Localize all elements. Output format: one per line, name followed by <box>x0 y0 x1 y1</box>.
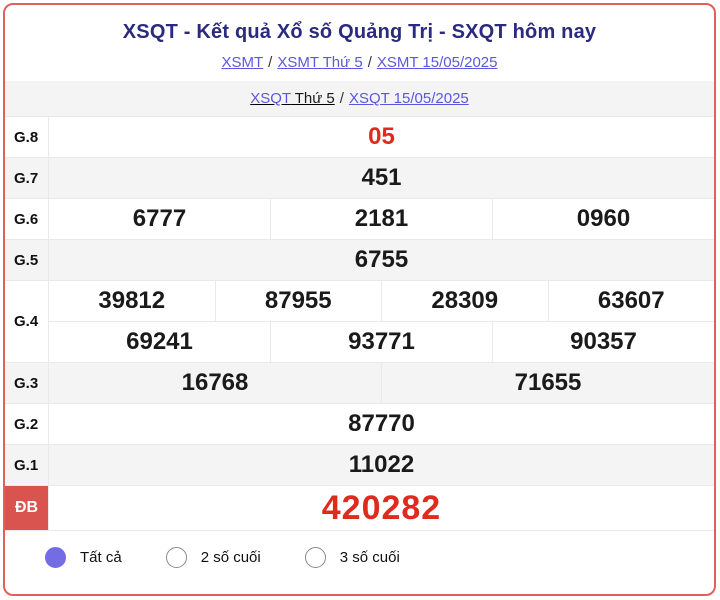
prize-row-g5: G.5 6755 <box>5 239 714 280</box>
prize-number: 28309 <box>381 281 548 321</box>
prize-number: 69241 <box>126 328 193 355</box>
filter-options: Tất cả 2 số cuối 3 số cuối <box>5 530 714 568</box>
prize-number: 90357 <box>492 322 714 362</box>
prize-values-g3: 16768 71655 <box>49 363 714 403</box>
prize-row-g7: G.7 451 <box>5 157 714 198</box>
breadcrumb-link-xsmt[interactable]: XSMT <box>221 54 264 71</box>
prize-row-db: ĐB 420282 <box>5 485 714 530</box>
prize-number: 6755 <box>354 246 409 273</box>
breadcrumb-separator: / <box>268 54 273 71</box>
prize-number: 63607 <box>547 281 715 321</box>
prize-label-db: ĐB <box>5 486 49 530</box>
prize-number: 39812 <box>98 287 166 314</box>
prize-number: 93771 <box>270 322 492 362</box>
prize-number: 87955 <box>214 281 382 321</box>
prize-label-g2: G.2 <box>5 404 49 444</box>
results-table: G.8 05 G.7 451 G.6 6777 2181 0960 G.5 6755 G.4 3981… <box>5 116 714 530</box>
breadcrumb-link-xsqt[interactable]: XSQT <box>250 90 291 107</box>
breadcrumb-link-xsmt-day[interactable]: XSMT Thứ 5 <box>277 54 363 71</box>
breadcrumb-link-xsqt-date[interactable]: XSQT 15/05/2025 <box>348 90 469 107</box>
radio-icon[interactable] <box>304 547 326 568</box>
filter-label: 3 số cuối <box>339 549 400 566</box>
filter-option-2[interactable]: 2 số cuối <box>165 547 261 568</box>
radio-icon[interactable] <box>165 547 187 568</box>
prize-value-line: 6777 2181 0960 <box>49 199 714 239</box>
filter-label: Tất cả <box>80 549 122 566</box>
prize-values-g6: 6777 2181 0960 <box>49 199 714 239</box>
prize-values-g5: 6755 <box>49 240 714 280</box>
prize-number: 87770 <box>348 410 415 437</box>
radio-selected-icon[interactable] <box>45 547 66 568</box>
prize-row-g6: G.6 6777 2181 0960 <box>5 198 714 239</box>
prize-label-g7: G.7 <box>5 158 49 198</box>
prize-value-line: 451 <box>49 158 714 198</box>
prize-label-g1: G.1 <box>5 445 49 485</box>
prize-values-g2: 87770 <box>49 404 714 444</box>
breadcrumb-day-suffix: Thứ 5 <box>290 90 335 107</box>
prize-number: 11022 <box>348 451 415 478</box>
prize-values-g4: 39812 87955 28309 63607 69241 93771 90357 <box>49 281 714 362</box>
breadcrumb-xsqt: XSQT Thứ 5/XSQT 15/05/2025 <box>5 81 714 116</box>
filter-option-3[interactable]: 3 số cuối <box>304 547 400 568</box>
prize-value-line: 420282 <box>49 486 714 530</box>
prize-label-g3: G.3 <box>5 363 49 403</box>
breadcrumb-link-xsqt-day[interactable]: XSQT Thứ 5 <box>250 90 335 107</box>
prize-label-g4: G.4 <box>5 281 49 362</box>
prize-number: 0960 <box>492 199 714 239</box>
prize-values-g8: 05 <box>49 117 714 157</box>
prize-row-g4: G.4 39812 87955 28309 63607 69241 93771 90357 <box>5 280 714 362</box>
prize-value-line: 39812 87955 28309 63607 <box>49 281 714 321</box>
prize-value-line: 87770 <box>49 404 714 444</box>
prize-number: 05 <box>368 123 395 150</box>
prize-number: 2181 <box>270 199 492 239</box>
prize-row-g8: G.8 05 <box>5 116 714 157</box>
prize-number: 71655 <box>381 363 714 403</box>
prize-row-g1: G.1 11022 <box>5 444 714 485</box>
prize-label-g8: G.8 <box>5 117 49 157</box>
prize-number: 451 <box>361 164 402 191</box>
prize-row-g2: G.2 87770 <box>5 403 714 444</box>
filter-label: 2 số cuối <box>200 549 261 566</box>
prize-number: 420282 <box>321 488 442 527</box>
prize-label-g5: G.5 <box>5 240 49 280</box>
breadcrumb-separator: / <box>339 90 344 107</box>
prize-values-g1: 11022 <box>49 445 714 485</box>
prize-value-line: 6755 <box>49 240 714 280</box>
prize-value-line: 69241 93771 90357 <box>49 321 714 362</box>
filter-option-1[interactable]: Tất cả <box>45 547 122 568</box>
prize-value-line: 05 <box>49 117 714 157</box>
prize-label-g6: G.6 <box>5 199 49 239</box>
prize-values-g7: 451 <box>49 158 714 198</box>
lottery-results-card: XSQT - Kết quả Xổ số Quảng Trị - SXQT hô… <box>3 3 716 596</box>
breadcrumb-xsmt: XSMT / XSMT Thứ 5/XSMT 15/05/2025 <box>5 54 714 81</box>
prize-value-line: 11022 <box>49 445 714 485</box>
prize-number: 16768 <box>181 369 249 396</box>
prize-number: 6777 <box>132 205 187 232</box>
prize-values-db: 420282 <box>49 486 714 530</box>
breadcrumb-separator: / <box>367 54 372 71</box>
prize-value-line: 16768 71655 <box>49 363 714 403</box>
breadcrumb-link-xsmt-date[interactable]: XSMT 15/05/2025 <box>376 54 498 71</box>
page-title: XSQT - Kết quả Xổ số Quảng Trị - SXQT hô… <box>122 21 597 43</box>
prize-row-g3: G.3 16768 71655 <box>5 362 714 403</box>
